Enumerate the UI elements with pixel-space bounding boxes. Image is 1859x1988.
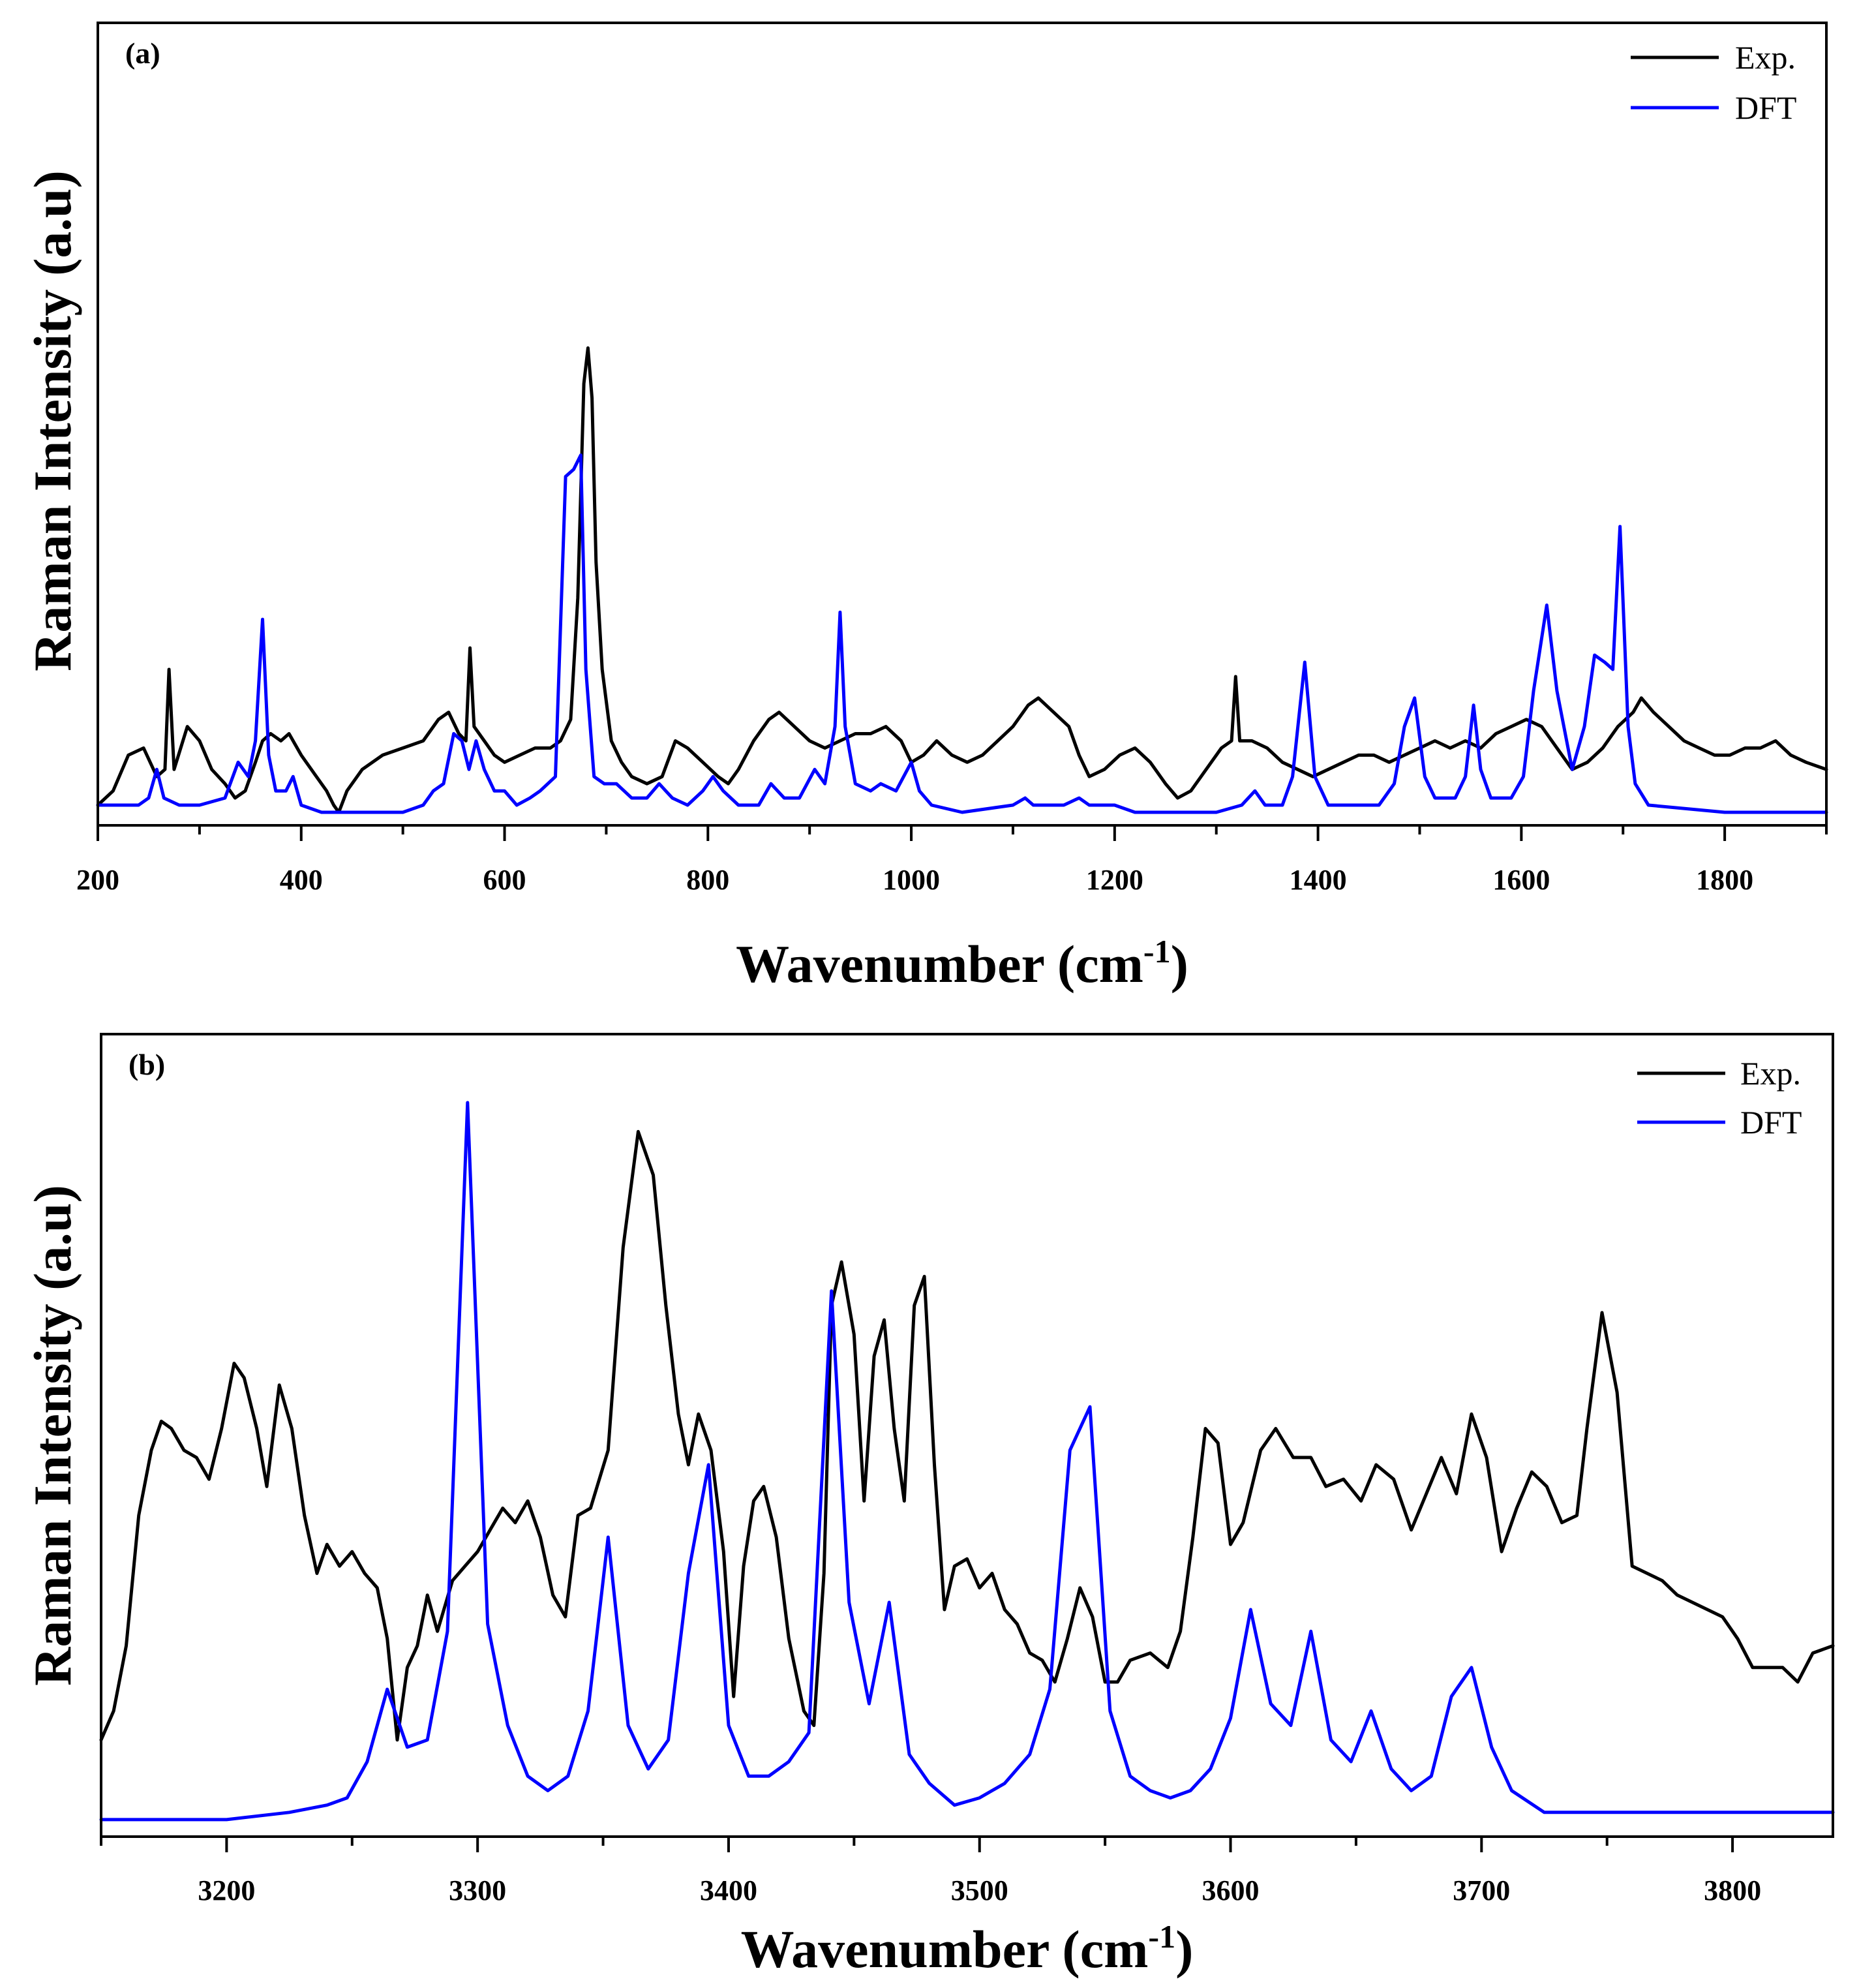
panel-label: (a) <box>125 37 160 70</box>
x-tick-label: 400 <box>280 864 323 896</box>
x-tick-label: 3400 <box>700 1874 757 1906</box>
legend-label-exp: Exp. <box>1735 39 1796 76</box>
x-tick-label: 1000 <box>883 864 940 896</box>
panel-label: (b) <box>128 1048 165 1081</box>
x-tick-label: 1200 <box>1086 864 1143 896</box>
series-line-exp <box>99 1129 1835 1742</box>
x-tick-label: 3800 <box>1704 1874 1761 1906</box>
series-line-exp <box>96 346 1828 814</box>
legend-label-dft: DFT <box>1740 1104 1802 1140</box>
y-axis-title: Raman Intensity (a.u) <box>23 170 82 671</box>
x-tick-label: 3700 <box>1453 1874 1510 1906</box>
x-tick-label: 800 <box>686 864 729 896</box>
legend: Exp. DFT <box>1637 1055 1802 1140</box>
x-axis-title: Wavenumber (cm-1) <box>741 1918 1194 1979</box>
x-axis-title: Wavenumber (cm-1) <box>736 933 1188 994</box>
panel-b: 3200 3300 3400 3500 3600 3700 3800 Wavenumber (… <box>23 1033 1835 1979</box>
x-tick-label: 3200 <box>198 1874 255 1906</box>
series-line-dft <box>96 453 1828 814</box>
series-line-dft <box>99 1101 1835 1822</box>
x-tick-label: 1400 <box>1290 864 1347 896</box>
panel-a: 200 400 600 800 1000 1200 1400 1600 1800 Wavenumb… <box>23 22 1828 994</box>
x-tick-label: 1800 <box>1696 864 1753 896</box>
x-tick-label: 3600 <box>1202 1874 1260 1906</box>
legend-label-exp: Exp. <box>1740 1055 1801 1092</box>
x-tick-label: 3500 <box>951 1874 1008 1906</box>
plot-frame <box>97 22 1828 827</box>
plot-frame <box>100 1033 1834 1838</box>
x-tick-label: 600 <box>483 864 526 896</box>
y-axis-title: Raman Intensity (a.u) <box>23 1185 82 1686</box>
x-tick-label: 3300 <box>449 1874 506 1906</box>
legend: Exp. DFT <box>1631 39 1796 126</box>
legend-label-dft: DFT <box>1735 89 1796 126</box>
x-tick-label: 200 <box>76 864 119 896</box>
x-tick-label: 1600 <box>1492 864 1550 896</box>
